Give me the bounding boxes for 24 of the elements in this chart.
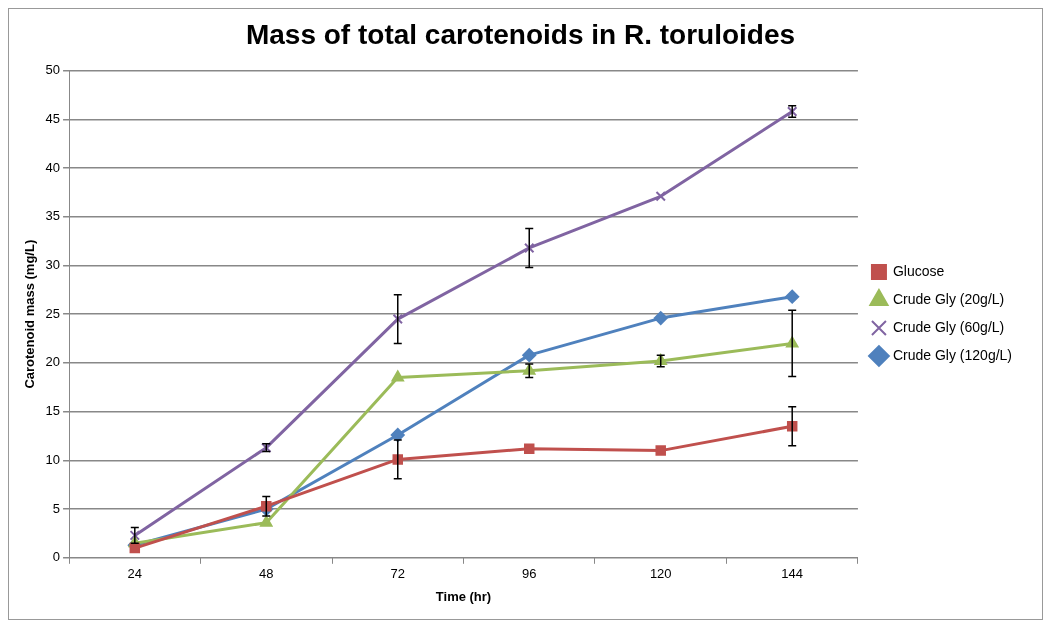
y-tick-label: 0 (52, 549, 61, 565)
y-tick-label: 30 (45, 257, 61, 273)
legend-label: Glucose (892, 262, 945, 279)
y-tick-label: 20 (45, 354, 61, 370)
x-tick-label: 96 (522, 566, 537, 582)
legend-label: Crude Gly (120g/L) (892, 346, 1013, 363)
y-tick-label: 50 (45, 62, 61, 78)
x-axis-title: Time (hr) (435, 588, 492, 604)
y-tick-label: 35 (45, 208, 61, 224)
y-tick-label: 25 (45, 305, 61, 321)
x-tick-label: 48 (259, 566, 274, 582)
x-tick-label: 144 (781, 566, 804, 582)
x-tick-label: 120 (649, 566, 672, 582)
chart-title: Mass of total carotenoids in R. toruloides (245, 18, 796, 50)
y-tick-label: 15 (45, 403, 61, 419)
y-tick-label: 40 (45, 159, 61, 175)
y-tick-label: 5 (52, 500, 61, 516)
legend-label: Crude Gly (20g/L) (892, 290, 1005, 307)
y-axis-title: Carotenoid mass (mg/L) (22, 239, 38, 389)
x-tick-label: 72 (390, 566, 405, 582)
x-tick-label: 24 (127, 566, 143, 582)
y-tick-label: 10 (45, 451, 61, 467)
legend-label: Crude Gly (60g/L) (892, 318, 1005, 335)
y-tick-label: 45 (45, 110, 61, 126)
